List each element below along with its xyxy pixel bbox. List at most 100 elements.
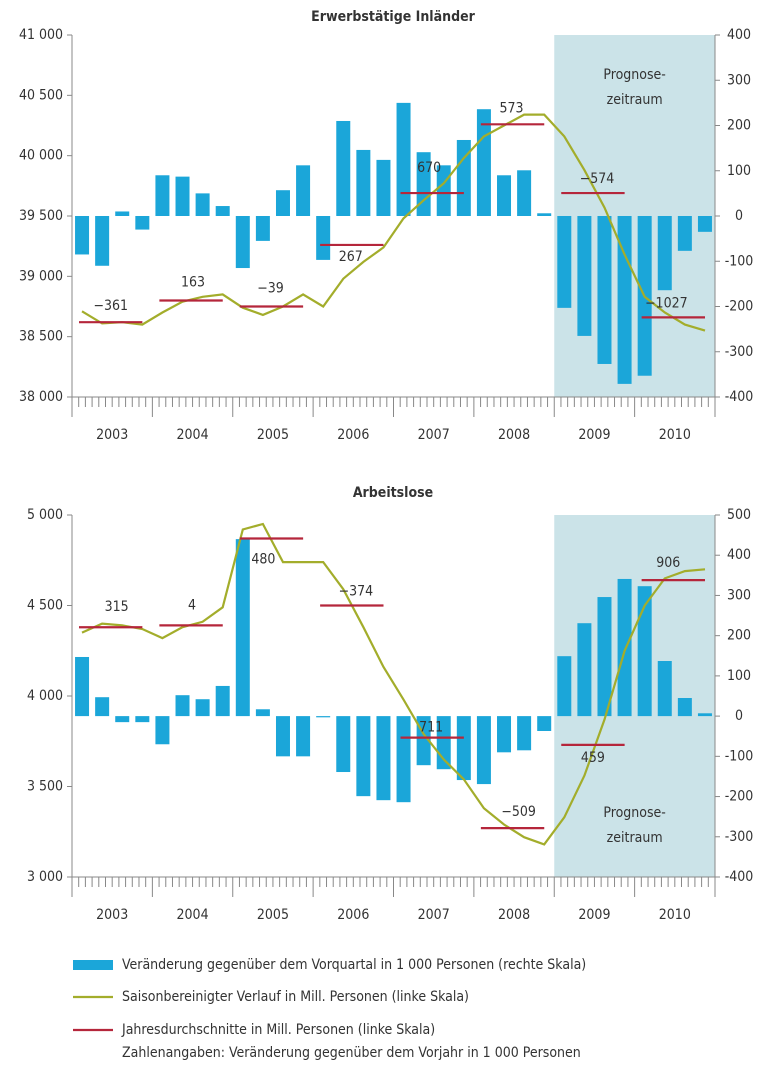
y2-tick-label: -200 (725, 299, 754, 315)
annotation: 906 (656, 555, 680, 571)
annotation: −374 (339, 584, 374, 600)
bar (617, 578, 632, 717)
annotation: 711 (419, 720, 443, 736)
bar (597, 597, 612, 717)
x-tick-label: 2004 (177, 907, 209, 923)
annotation: 459 (581, 750, 605, 766)
y2-tick-label: -100 (725, 748, 754, 764)
bar (275, 716, 290, 757)
y-tick-label: 3 500 (27, 779, 63, 795)
bar (376, 716, 391, 801)
bar (195, 193, 210, 216)
x-tick-label: 2009 (578, 907, 610, 923)
bar (476, 109, 491, 216)
annotation: −574 (580, 171, 615, 187)
y2-tick-label: -300 (725, 344, 754, 360)
y-tick-label: 3 000 (27, 869, 63, 885)
y2-tick-label: 100 (727, 163, 751, 179)
x-tick-label: 2007 (418, 427, 450, 443)
bar (135, 216, 150, 230)
bar (115, 211, 130, 216)
forecast-label: zeitraum (607, 830, 663, 846)
bar (296, 165, 311, 216)
forecast-label: Prognose- (603, 67, 665, 83)
bar (195, 699, 210, 717)
bar (215, 685, 230, 717)
bar (637, 586, 652, 717)
legend-label: Veränderung gegenüber dem Vorquartal in … (122, 957, 586, 973)
bar (316, 716, 331, 718)
bar (657, 661, 672, 717)
bar (95, 216, 110, 266)
bar (316, 216, 331, 260)
y-tick-label: 39 000 (19, 268, 63, 284)
forecast-label: Prognose- (603, 805, 665, 821)
bar (235, 539, 250, 717)
bar (135, 716, 150, 723)
y2-tick-label: -400 (725, 869, 754, 885)
bar (577, 623, 592, 717)
y2-tick-label: 400 (727, 27, 751, 43)
x-tick-label: 2006 (337, 907, 369, 923)
y2-tick-label: -300 (725, 829, 754, 845)
bar (215, 206, 230, 216)
chart-title: Erwerbstätige Inländer (311, 9, 476, 25)
y2-tick-label: -200 (725, 789, 754, 805)
bar (677, 216, 692, 251)
bar (75, 216, 90, 255)
chart-title: Arbeitslose (353, 485, 433, 501)
legend-swatch (73, 960, 113, 970)
bar (275, 190, 290, 216)
bar (396, 102, 411, 216)
annotation: 4 (188, 597, 196, 613)
bar (597, 216, 612, 364)
bar (697, 216, 712, 232)
legend-label: Saisonbereinigter Verlauf in Mill. Perso… (122, 989, 469, 1005)
y-tick-label: 5 000 (27, 507, 63, 523)
bar (75, 656, 90, 717)
bar (476, 716, 491, 785)
bar (235, 216, 250, 269)
y2-tick-label: 100 (727, 668, 751, 684)
bar (456, 716, 471, 781)
bar (537, 716, 552, 731)
bar (537, 213, 552, 216)
y-tick-label: 40 000 (19, 148, 63, 164)
bar (657, 216, 672, 291)
y2-tick-label: 400 (727, 547, 751, 563)
annotation: 480 (251, 552, 275, 568)
bar (155, 716, 170, 745)
annotation: 163 (181, 274, 205, 290)
y2-tick-label: -100 (725, 253, 754, 269)
x-tick-label: 2005 (257, 427, 289, 443)
x-tick-label: 2010 (659, 427, 691, 443)
bar (95, 697, 110, 717)
legend-note: Zahlenangaben: Veränderung gegenüber dem… (122, 1045, 581, 1061)
x-tick-label: 2006 (337, 427, 369, 443)
bar (577, 216, 592, 336)
y2-tick-label: 0 (735, 708, 743, 724)
y2-tick-label: 300 (727, 72, 751, 88)
bar (517, 716, 532, 751)
annotation: −1027 (645, 295, 688, 311)
y2-tick-label: 200 (727, 118, 751, 134)
bar (517, 170, 532, 216)
x-tick-label: 2010 (659, 907, 691, 923)
y-tick-label: 40 500 (19, 87, 63, 103)
x-tick-label: 2008 (498, 427, 530, 443)
forecast-label: zeitraum (607, 92, 663, 108)
bar (557, 656, 572, 717)
bar (255, 709, 270, 717)
annotation: −509 (501, 804, 536, 820)
x-tick-label: 2009 (578, 427, 610, 443)
bar (255, 216, 270, 241)
bar (336, 120, 351, 216)
x-tick-label: 2003 (96, 907, 128, 923)
x-tick-label: 2003 (96, 427, 128, 443)
bar (356, 716, 371, 797)
bar (416, 152, 431, 216)
bar (697, 713, 712, 717)
bar (617, 216, 632, 384)
y-tick-label: 38 500 (19, 329, 63, 345)
